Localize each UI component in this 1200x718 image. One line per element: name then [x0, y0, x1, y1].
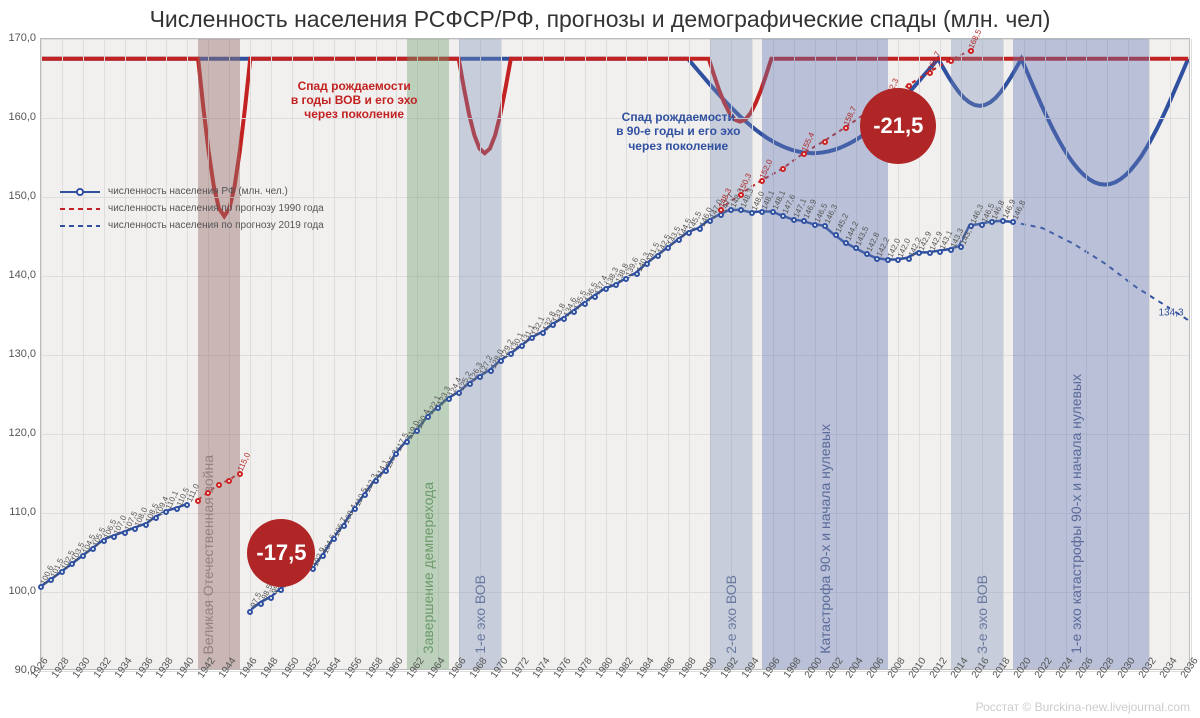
data-point	[80, 553, 86, 559]
data-point	[582, 301, 588, 307]
data-point	[833, 232, 839, 238]
data-point	[623, 276, 629, 282]
data-point	[895, 257, 901, 263]
data-point	[143, 522, 149, 528]
data-point	[738, 207, 744, 213]
data-point	[456, 390, 462, 396]
data-point	[59, 569, 65, 575]
legend-label: численность населения по прогнозу 1990 г…	[108, 203, 324, 214]
data-point	[749, 210, 755, 216]
band-label: 1-е эхо ВОВ	[472, 575, 488, 654]
data-point	[247, 609, 253, 615]
band-label: 2-е эхо ВОВ	[723, 575, 739, 654]
data-point	[822, 139, 828, 145]
data-point	[122, 530, 128, 536]
legend-swatch	[60, 208, 100, 210]
data-point	[676, 237, 682, 243]
data-point	[69, 561, 75, 567]
band-label: 1-е эхо катастрофы 90-х и начала нулевых	[1068, 374, 1084, 654]
data-point	[791, 217, 797, 223]
data-point	[770, 209, 776, 215]
legend: численность населения РФ (млн. чел.) чис…	[60, 180, 324, 237]
data-point	[728, 207, 734, 213]
data-point	[205, 490, 211, 496]
legend-item-f2019: численность населения по прогнозу 2019 г…	[60, 220, 324, 231]
data-point	[1010, 219, 1016, 225]
data-point	[184, 502, 190, 508]
data-point	[216, 482, 222, 488]
data-point	[613, 282, 619, 288]
chart-title: Численность населения РСФСР/РФ, прогнозы…	[0, 6, 1200, 33]
legend-swatch	[60, 225, 100, 227]
data-point	[916, 250, 922, 256]
data-point	[864, 251, 870, 257]
data-point	[801, 218, 807, 224]
data-point	[853, 245, 859, 251]
data-point	[268, 595, 274, 601]
data-point	[174, 506, 180, 512]
data-point	[226, 478, 232, 484]
legend-item-actual: численность населения РФ (млн. чел.)	[60, 186, 324, 197]
data-point	[477, 374, 483, 380]
plot-area: Великая Отечественная война Завершение де…	[40, 38, 1190, 670]
data-point	[927, 250, 933, 256]
chart-annotation: Спад рождаемостив годы ВОВ и его эхочере…	[284, 79, 424, 122]
band-label: Катастрофа 90-х и начала нулевых	[817, 424, 833, 654]
data-point	[780, 166, 786, 172]
data-point	[446, 396, 452, 402]
legend-label: численность населения РФ (млн. чел.)	[108, 186, 288, 197]
data-point	[404, 439, 410, 445]
data-point	[163, 509, 169, 515]
legend-label: численность населения по прогнозу 2019 г…	[108, 220, 324, 231]
data-point	[383, 468, 389, 474]
legend-swatch	[60, 191, 100, 193]
data-point	[529, 335, 535, 341]
data-point	[1000, 218, 1006, 224]
data-point	[812, 222, 818, 228]
data-point	[498, 358, 504, 364]
data-point	[393, 451, 399, 457]
data-point	[488, 368, 494, 374]
data-point	[258, 601, 264, 607]
chart-annotation: Спад рождаемостив 90-е годы и его эхочер…	[608, 110, 748, 153]
data-point	[655, 253, 661, 259]
band-label: Великая Отечественная война	[200, 455, 216, 655]
data-point	[331, 536, 337, 542]
data-point	[843, 240, 849, 246]
band-label: 3-е эхо ВОВ	[974, 575, 990, 654]
data-point	[780, 213, 786, 219]
data-point	[822, 223, 828, 229]
data-point	[644, 261, 650, 267]
data-point	[425, 414, 431, 420]
data-point	[38, 584, 44, 590]
data-point	[550, 322, 556, 328]
data-point	[48, 577, 54, 583]
data-point	[665, 245, 671, 251]
data-point	[968, 223, 974, 229]
watermark: Росстат © Burckina-new.livejournal.com	[976, 700, 1190, 714]
legend-marker-icon	[76, 188, 84, 196]
chart-container: Численность населения РСФСР/РФ, прогнозы…	[0, 0, 1200, 718]
band-label: Завершение демперехода	[420, 482, 436, 654]
data-point	[989, 219, 995, 225]
data-point	[362, 492, 368, 498]
delta-bubble: -21,5	[860, 88, 936, 164]
data-point	[759, 209, 765, 215]
data-point	[373, 478, 379, 484]
data-point	[508, 351, 514, 357]
data-point	[540, 330, 546, 336]
data-point	[352, 506, 358, 512]
delta-bubble: -17,5	[247, 519, 315, 587]
data-point	[885, 257, 891, 263]
data-point	[603, 286, 609, 292]
data-point	[948, 247, 954, 253]
data-point	[948, 58, 954, 64]
data-point	[195, 498, 201, 504]
y-axis: 90,0100,0110,0120,0130,0140,0150,0160,01…	[0, 38, 40, 670]
data-point	[467, 381, 473, 387]
legend-item-f1990: численность населения по прогнозу 1990 г…	[60, 203, 324, 214]
data-point	[519, 343, 525, 349]
